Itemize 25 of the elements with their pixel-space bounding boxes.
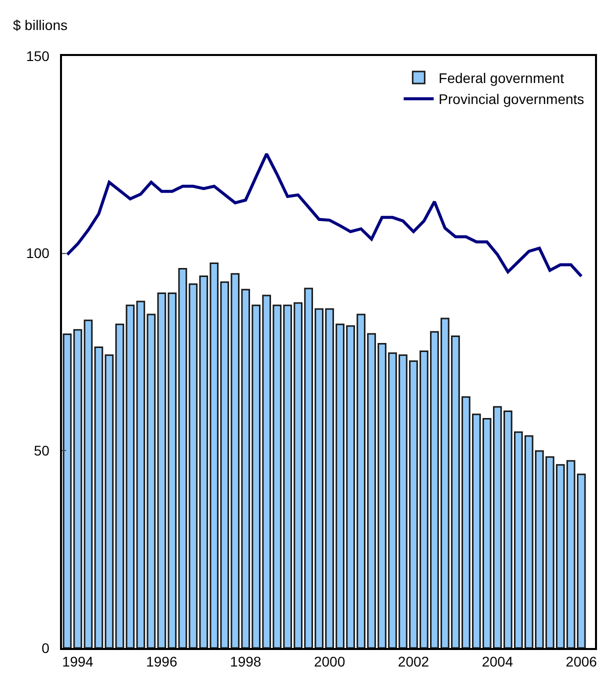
x-tick-label: 1996 [146,654,178,670]
bar [104,354,114,648]
bar [157,292,166,648]
x-tick-label: 2006 [566,654,598,670]
x-tick-label: 1994 [62,654,94,670]
bar [115,324,124,648]
line-series [66,152,583,278]
bar [136,300,146,648]
bar [73,329,82,648]
x-tick-label: 2004 [482,654,514,670]
y-tick-label: 0 [42,640,50,656]
legend-label: Federal government [438,70,564,86]
y-tick-label: 100 [26,245,50,262]
legend-label: Provincial governments [438,91,584,108]
bar [62,333,72,648]
y-axis-title: $ billions [13,17,68,33]
y-tick-label: 50 [34,442,50,459]
bar [84,320,93,648]
x-tick-label: 2002 [398,654,430,670]
bar [126,304,135,648]
x-tick-label: 2000 [314,654,346,670]
y-tick-label: 150 [26,48,50,64]
bar [146,314,156,648]
bar [94,346,104,648]
x-tick-label: 1998 [230,654,262,670]
